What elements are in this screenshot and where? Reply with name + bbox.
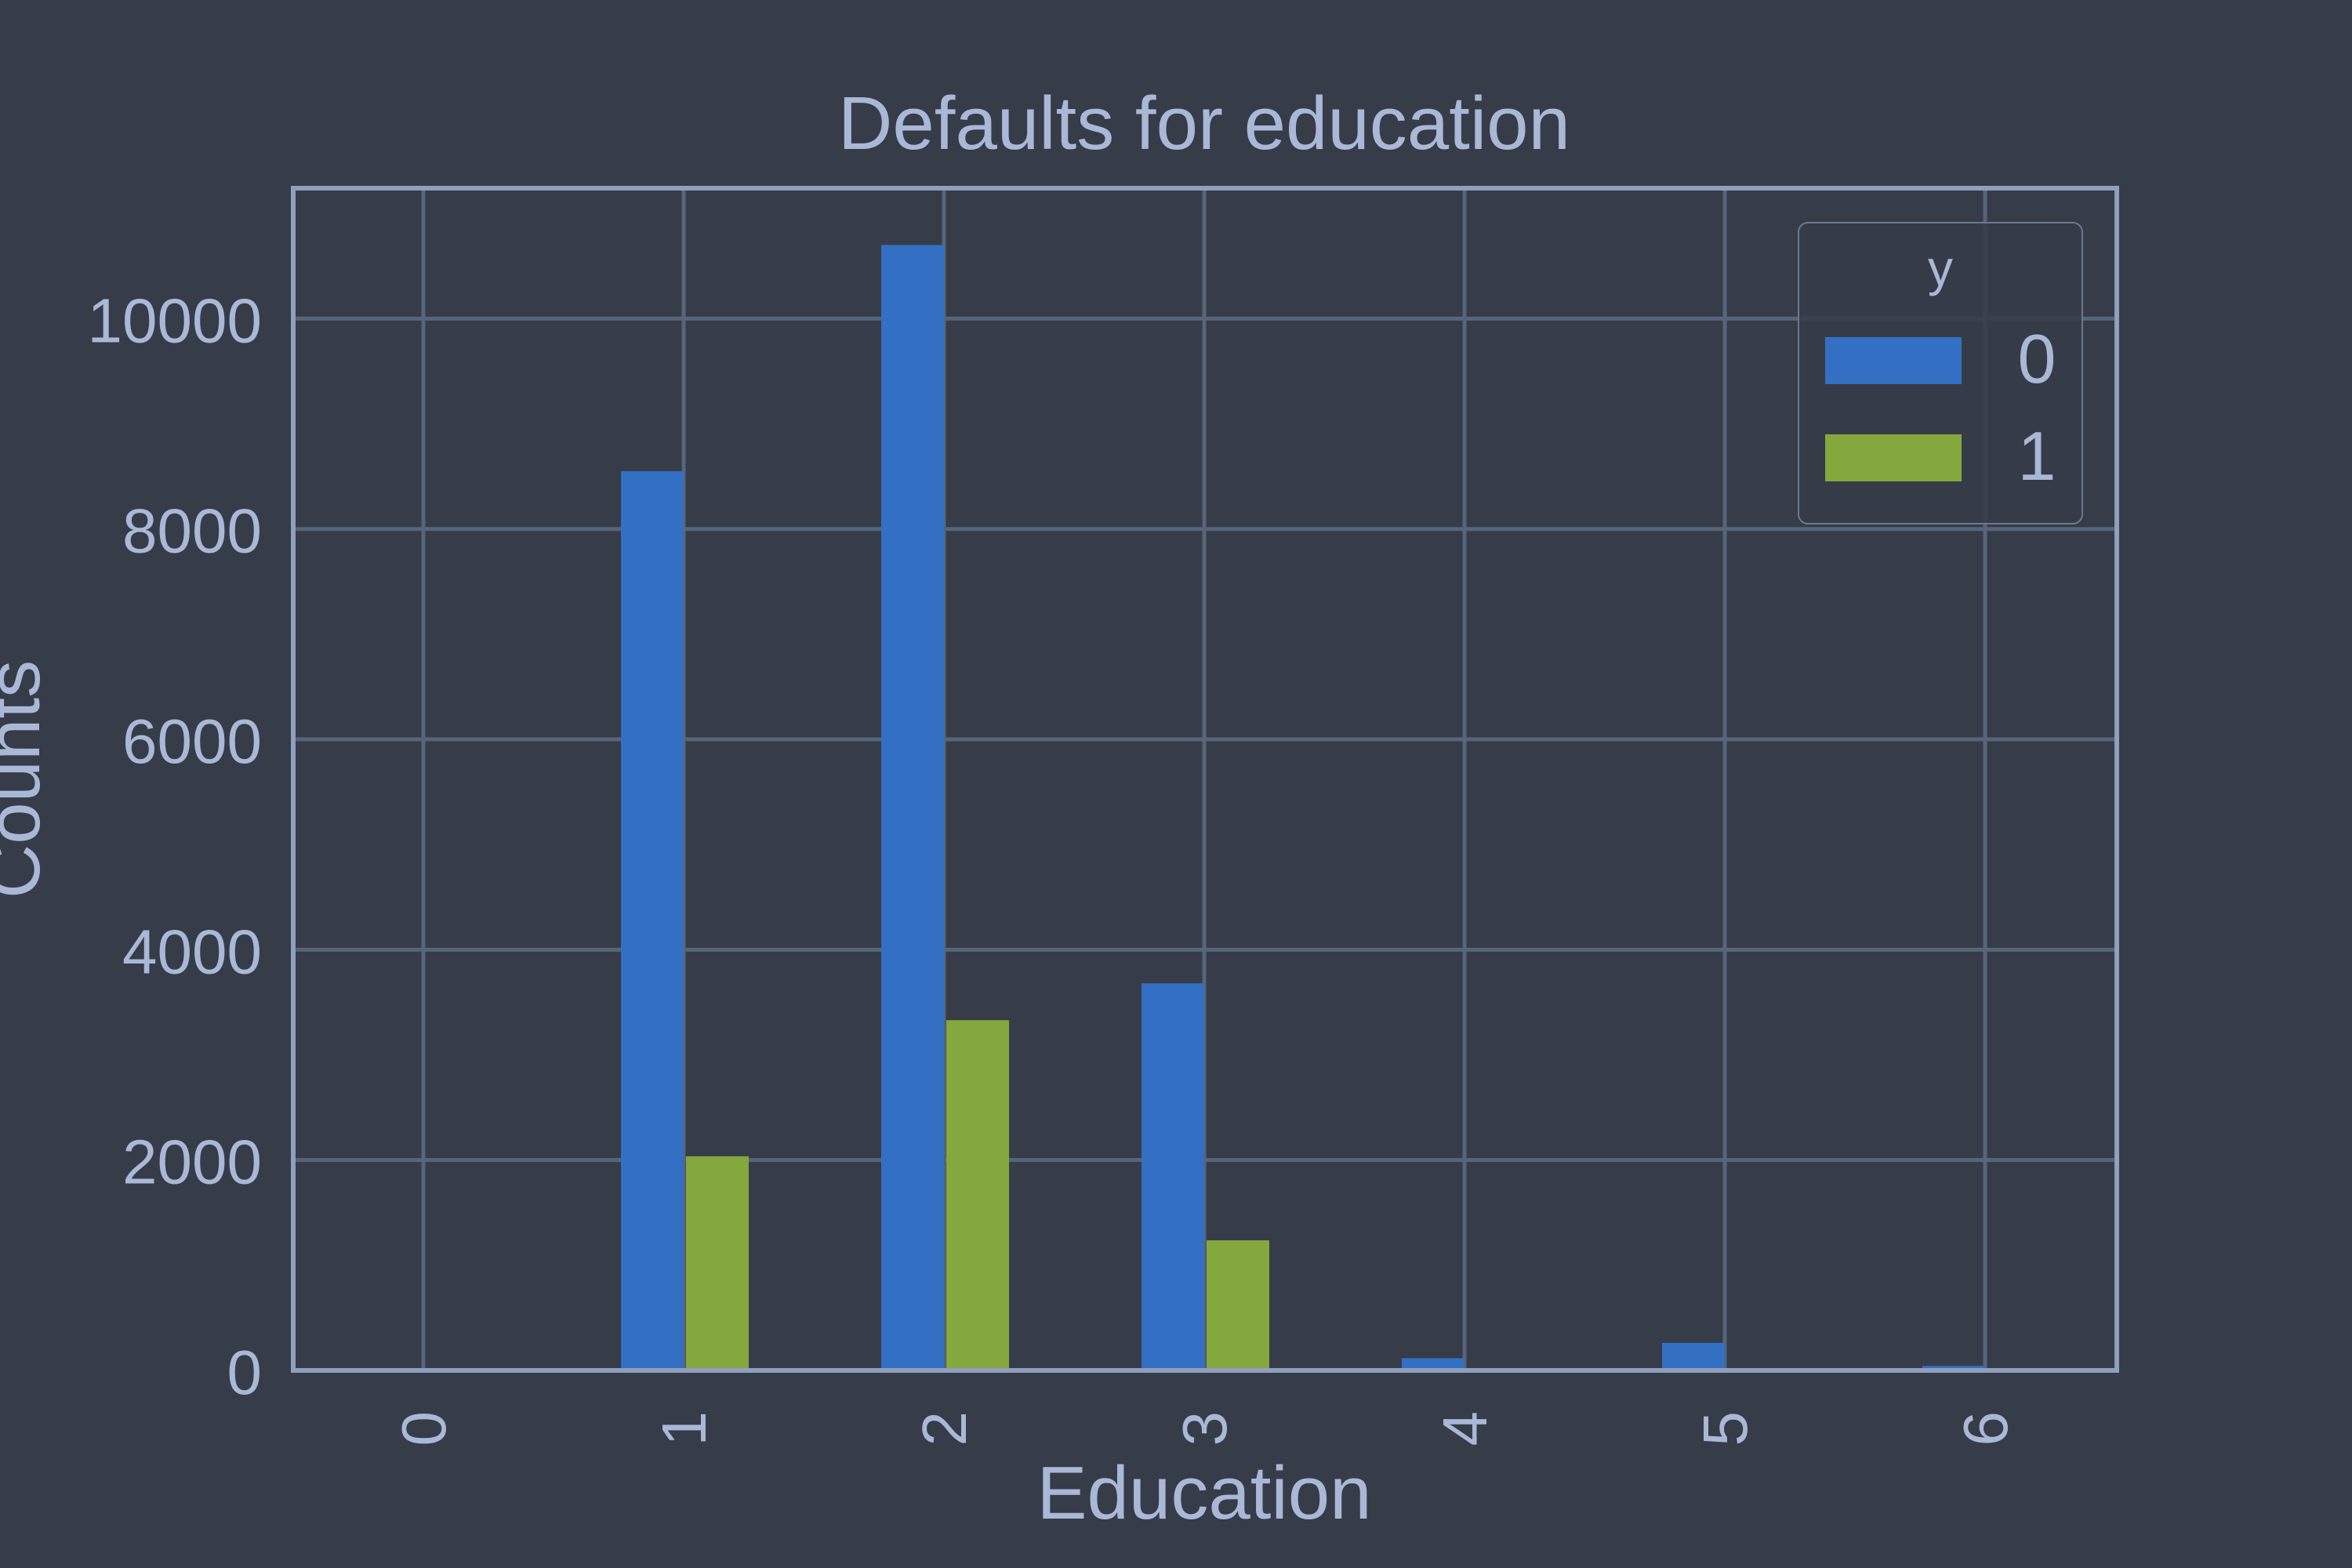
y-tick-labels: 0 2000 4000 6000 8000 10000 [88,285,262,1407]
bar-series-0-cat-1 [621,471,684,1370]
x-tick-label: 4 [1430,1411,1500,1446]
bar-series-1-cat-1 [686,1156,749,1370]
x-axis-label: Education [1037,1451,1372,1535]
bar-series-0-cat-2 [881,245,944,1371]
grid-lines [293,188,2117,1373]
x-tick-label: 1 [649,1411,719,1446]
bar-series-1-cat-2 [946,1020,1009,1370]
legend-title: y [1928,240,1953,296]
plot-frame [291,186,2119,1373]
bar-series-1-cat-3 [1207,1240,1269,1370]
x-tick-label: 6 [1951,1411,2020,1446]
x-tick-label: 3 [1170,1411,1240,1446]
chart-title: Defaults for education [838,82,1570,165]
x-tick-label: 0 [389,1411,459,1446]
y-tick-label: 0 [227,1338,263,1407]
y-axis-label: Counts [0,660,56,898]
y-tick-label: 10000 [88,285,262,355]
y-tick-label: 2000 [122,1127,262,1197]
bar-series-0-cat-4 [1402,1358,1465,1370]
legend-label-0: 0 [2018,320,2056,397]
x-tick-label: 2 [909,1411,979,1446]
legend-swatch-0 [1825,337,1962,384]
y-tick-label: 8000 [122,496,262,566]
legend-swatch-1 [1825,434,1962,481]
x-tick-label: 5 [1690,1411,1760,1446]
bars [361,245,2050,1371]
legend-label-1: 1 [2018,417,2056,495]
legend: y 0 1 [1798,222,2083,524]
y-tick-label: 6000 [122,706,262,776]
bar-series-0-cat-5 [1662,1342,1725,1370]
y-tick-label: 4000 [122,916,262,986]
x-tick-labels: 0 1 2 3 4 5 6 [389,1411,2020,1446]
bar-series-0-cat-3 [1142,983,1204,1370]
